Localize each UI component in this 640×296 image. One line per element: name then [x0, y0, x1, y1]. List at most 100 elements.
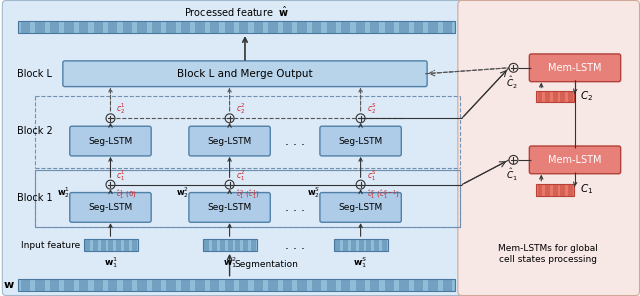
Bar — [335, 239, 340, 251]
Bar — [370, 21, 380, 33]
Text: Input feature: Input feature — [22, 241, 81, 250]
Text: Mem-LSTM: Mem-LSTM — [548, 155, 602, 165]
Bar — [239, 21, 248, 33]
Text: $c_2^2$: $c_2^2$ — [236, 102, 245, 116]
Bar — [298, 21, 307, 33]
Bar — [343, 239, 348, 251]
Bar — [545, 184, 550, 196]
Text: . . .: . . . — [285, 239, 305, 252]
Text: $\hat{c}_1^1$ (0): $\hat{c}_1^1$ (0) — [116, 189, 137, 202]
FancyBboxPatch shape — [529, 146, 621, 174]
Bar — [20, 21, 30, 33]
Bar — [124, 239, 129, 251]
Bar — [210, 21, 220, 33]
Bar — [538, 184, 543, 196]
Bar — [195, 279, 205, 291]
Bar — [225, 21, 234, 33]
FancyBboxPatch shape — [189, 193, 270, 222]
Bar — [137, 279, 147, 291]
FancyBboxPatch shape — [3, 1, 462, 295]
Bar — [414, 21, 423, 33]
Bar — [35, 279, 45, 291]
Bar — [20, 279, 30, 291]
Text: $\mathbf{w}_2^1$: $\mathbf{w}_2^1$ — [57, 185, 70, 200]
Text: $\hat{c}_1^2$ ($\hat{c}_1^1$): $\hat{c}_1^2$ ($\hat{c}_1^1$) — [236, 189, 259, 202]
Bar — [109, 239, 113, 251]
Bar — [93, 21, 103, 33]
Bar — [212, 239, 217, 251]
Bar — [356, 21, 365, 33]
Bar — [312, 279, 321, 291]
Bar — [85, 239, 90, 251]
Text: $\mathbf{w}_2^S$: $\mathbf{w}_2^S$ — [307, 185, 320, 200]
Bar — [79, 21, 88, 33]
Bar — [545, 91, 550, 102]
Bar — [341, 21, 350, 33]
Text: Block 2: Block 2 — [17, 126, 53, 136]
Bar — [181, 21, 190, 33]
Bar — [298, 279, 307, 291]
Bar — [283, 279, 292, 291]
Bar — [123, 279, 132, 291]
Bar — [108, 21, 118, 33]
Bar — [18, 279, 455, 291]
Bar — [181, 279, 190, 291]
Bar — [203, 239, 257, 251]
Text: $c_2^S$: $c_2^S$ — [367, 102, 376, 116]
FancyBboxPatch shape — [70, 126, 151, 156]
Text: Block 1: Block 1 — [17, 194, 53, 203]
Text: $\mathbf{w}$: $\mathbf{w}$ — [3, 280, 15, 289]
Bar — [399, 21, 408, 33]
Bar — [65, 279, 74, 291]
Text: $\hat{c}_1^S$ ($\hat{c}_1^{S-1}$): $\hat{c}_1^S$ ($\hat{c}_1^{S-1}$) — [367, 189, 399, 202]
Bar — [50, 279, 60, 291]
Text: Seg-LSTM: Seg-LSTM — [207, 203, 252, 212]
Text: Seg-LSTM: Seg-LSTM — [339, 136, 383, 146]
Bar — [35, 21, 45, 33]
Bar — [79, 279, 88, 291]
Text: $\hat{C}_1$: $\hat{C}_1$ — [506, 167, 517, 183]
Bar — [374, 239, 380, 251]
Bar — [553, 184, 557, 196]
Bar — [137, 21, 147, 33]
Text: Block L and Merge Output: Block L and Merge Output — [177, 69, 313, 79]
Bar — [443, 21, 452, 33]
Bar — [93, 279, 103, 291]
Bar — [428, 21, 438, 33]
Bar — [253, 21, 263, 33]
Bar — [356, 279, 365, 291]
FancyBboxPatch shape — [529, 54, 621, 82]
Bar — [382, 239, 387, 251]
Bar — [108, 279, 118, 291]
Bar — [100, 239, 106, 251]
Bar — [152, 279, 161, 291]
Text: Seg-LSTM: Seg-LSTM — [88, 203, 132, 212]
Bar — [123, 21, 132, 33]
Text: $c_2^1$: $c_2^1$ — [116, 102, 126, 116]
Bar — [553, 91, 557, 102]
Bar — [268, 21, 278, 33]
Bar — [152, 21, 161, 33]
Bar — [283, 21, 292, 33]
Text: Mem-LSTM: Mem-LSTM — [548, 63, 602, 73]
Bar — [243, 239, 248, 251]
Text: $\hat{C}_2$: $\hat{C}_2$ — [506, 75, 517, 91]
Text: $C_2$: $C_2$ — [580, 90, 593, 103]
Text: Segmentation: Segmentation — [234, 260, 298, 269]
Bar — [568, 184, 573, 196]
Bar — [268, 279, 278, 291]
Bar — [341, 279, 350, 291]
Text: $c_1^S$: $c_1^S$ — [367, 168, 376, 183]
FancyBboxPatch shape — [458, 1, 639, 295]
Bar — [251, 239, 256, 251]
Bar — [312, 21, 321, 33]
Text: Block L: Block L — [17, 69, 52, 79]
Bar — [385, 21, 394, 33]
Bar — [18, 21, 455, 33]
Text: Seg-LSTM: Seg-LSTM — [207, 136, 252, 146]
Bar — [334, 239, 388, 251]
Bar — [116, 239, 121, 251]
Bar — [35, 170, 460, 227]
Bar — [132, 239, 137, 251]
Bar — [210, 279, 220, 291]
